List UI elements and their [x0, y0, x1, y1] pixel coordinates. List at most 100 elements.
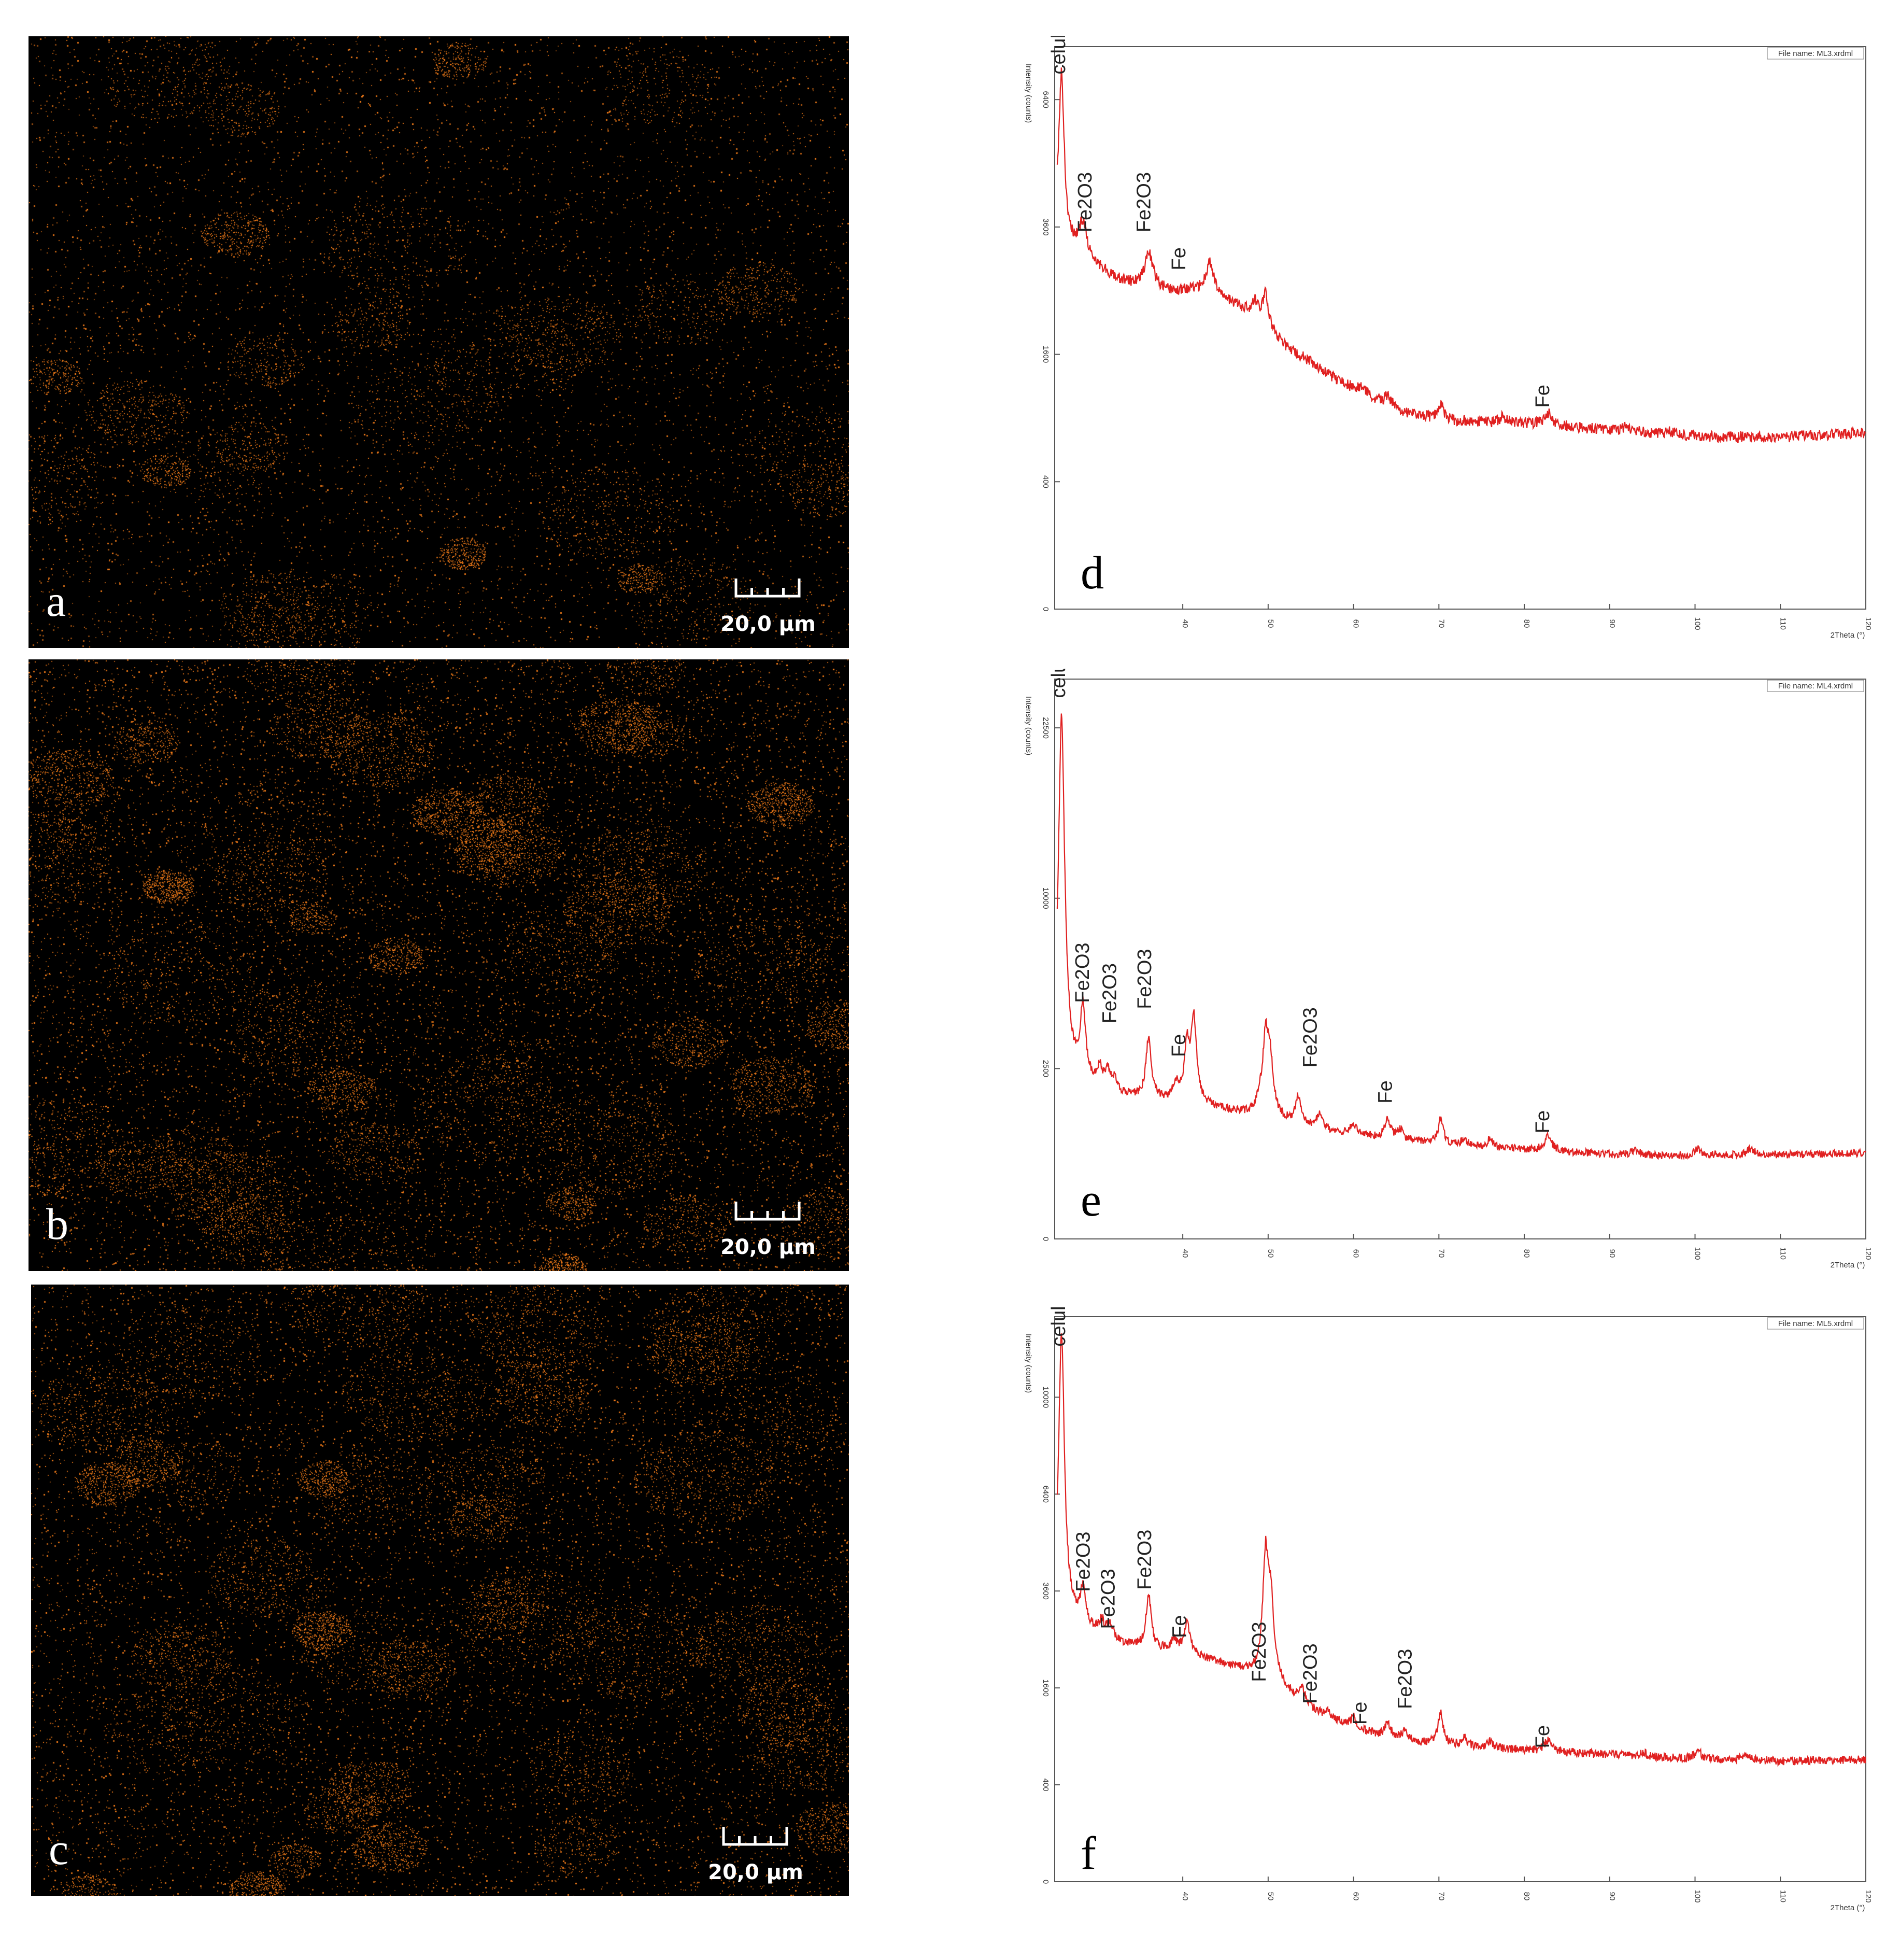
eds-map-b: b 20,0 µm [29, 659, 849, 1271]
peak-label: Fe2O3 [1097, 1569, 1119, 1629]
eds-map-b-canvas [29, 659, 849, 1271]
peak-label: Fe [1532, 385, 1554, 407]
x-tick-label: 90 [1608, 1892, 1617, 1901]
eds-map-a: a 20,0 µm [29, 36, 849, 648]
x-tick-label: 120 [1864, 1247, 1873, 1260]
peak-label: celuloza [1048, 669, 1070, 698]
file-name: File name: ML4.xrdml [1778, 682, 1853, 690]
y-axis-title: Intensity (counts) [1024, 64, 1033, 123]
file-name: File name: ML3.xrdml [1778, 49, 1853, 58]
scale-bar: 20,0 µm [716, 577, 820, 634]
map-letter: a [46, 576, 66, 626]
peak-label: celuloza [1048, 36, 1070, 74]
y-tick-label: 0 [1041, 1880, 1050, 1884]
scale-bar-icon [722, 1827, 788, 1846]
peak-label: Fe [1168, 1034, 1190, 1057]
xrd-chart-e: File name: ML4.xrdml 40 50 60 70 80 90 100 110 12… [985, 669, 1876, 1306]
y-tick-label: 1600 [1041, 1679, 1050, 1696]
x-tick-label: 70 [1437, 1249, 1445, 1258]
x-tick-label: 40 [1181, 619, 1189, 628]
file-name-frame [1767, 47, 1864, 60]
y-axis-title: Intensity (counts) [1024, 1334, 1033, 1393]
y-axis-title: Intensity (counts) [1024, 696, 1033, 755]
peak-label: Fe2O3 [1133, 172, 1155, 232]
x-axis-title: 2Theta (°) [1831, 1903, 1865, 1912]
scale-bar-icon [734, 1202, 801, 1221]
panel-letter: d [1081, 547, 1104, 599]
x-tick-label: 120 [1864, 1890, 1873, 1902]
xrd-chart-d-svg: File name: ML3.xrdml 40 50 60 70 80 90 100 110 12… [1024, 36, 1873, 640]
file-name-box: File name: ML5.xrdml [1767, 1317, 1864, 1330]
scale-label: 20,0 µm [720, 612, 816, 636]
x-axis-title: 2Theta (°) [1831, 631, 1865, 640]
x-tick-label: 110 [1778, 1890, 1787, 1902]
map-letter: b [46, 1199, 68, 1249]
x-tick-label: 70 [1437, 619, 1445, 628]
y-tick-label: 2500 [1041, 1060, 1050, 1077]
peak-label: Fe [1349, 1702, 1371, 1725]
xrd-chart-d: File name: ML3.xrdml 40 50 60 70 80 90 100 110 12… [985, 36, 1876, 674]
x-tick-label: 60 [1352, 1892, 1360, 1901]
peak-label: Fe2O3 [1072, 942, 1094, 1003]
x-tick-label: 50 [1266, 1892, 1275, 1901]
x-tick-label: 120 [1864, 617, 1873, 630]
x-tick-label: 40 [1181, 1892, 1189, 1901]
x-axis-title: 2Theta (°) [1831, 1261, 1865, 1270]
file-name-frame [1767, 680, 1864, 692]
peak-label: Fe2O3 [1249, 1621, 1270, 1682]
scale-bar: 20,0 µm [716, 1201, 820, 1258]
y-tick-label: 10000 [1041, 887, 1050, 909]
peak-label: Fe2O3 [1395, 1649, 1416, 1709]
y-tick-label: 400 [1041, 475, 1050, 488]
eds-map-a-canvas [29, 36, 849, 648]
peak-label: Fe2O3 [1073, 1532, 1095, 1592]
x-tick-label: 80 [1522, 1892, 1531, 1901]
peak-label: Fe2O3 [1074, 172, 1096, 232]
x-tick-label: 50 [1266, 1249, 1275, 1258]
peak-label: Fe [1169, 1615, 1191, 1638]
eds-map-c: c 20,0 µm [31, 1285, 849, 1896]
y-tick-label: 3600 [1041, 218, 1050, 235]
peak-label: Fe [1532, 1110, 1554, 1133]
file-name-box: File name: ML4.xrdml [1767, 680, 1864, 692]
peak-label: Fe [1168, 247, 1190, 270]
peak-label: Fe [1375, 1080, 1397, 1103]
peak-label: Fe2O3 [1099, 963, 1121, 1023]
y-tick-label: 6400 [1041, 1486, 1050, 1503]
xrd-chart-e-svg: File name: ML4.xrdml 40 50 60 70 80 90 100 110 12… [1024, 669, 1873, 1270]
y-tick-label: 22500 [1041, 717, 1050, 739]
x-tick-label: 100 [1693, 1247, 1702, 1260]
y-tick-label: 1600 [1041, 346, 1050, 363]
panel-letter: e [1081, 1175, 1101, 1226]
x-tick-label: 100 [1693, 1890, 1702, 1902]
peak-label: Fe2O3 [1134, 949, 1156, 1009]
file-name-frame [1767, 1317, 1864, 1330]
xrd-chart-f: File name: ML5.xrdml 40 50 60 70 80 90 100 110 12… [985, 1306, 1876, 1949]
panel-letter: f [1081, 1828, 1096, 1879]
scale-label: 20,0 µm [708, 1860, 803, 1884]
x-tick-label: 90 [1608, 1249, 1617, 1258]
peak-label: Fe [1532, 1725, 1554, 1748]
peak-label: Fe2O3 [1134, 1530, 1156, 1590]
y-tick-label: 10000 [1041, 1386, 1050, 1408]
x-tick-label: 110 [1778, 617, 1787, 630]
x-tick-label: 60 [1352, 1249, 1360, 1258]
x-tick-label: 80 [1522, 619, 1531, 628]
peak-label: Fe2O3 [1300, 1007, 1322, 1067]
file-name-box: File name: ML3.xrdml [1767, 47, 1864, 60]
x-tick-label: 100 [1693, 617, 1702, 630]
x-tick-label: 60 [1352, 619, 1360, 628]
map-letter: c [49, 1824, 69, 1874]
x-tick-label: 90 [1608, 619, 1617, 628]
plot-frame [1054, 1316, 1866, 1882]
y-tick-label: 3600 [1041, 1583, 1050, 1600]
x-tick-label: 110 [1778, 1247, 1787, 1260]
plot-frame [1054, 46, 1866, 610]
x-tick-label: 50 [1266, 619, 1275, 628]
xrd-pattern-line [1056, 67, 1866, 444]
y-tick-label: 6400 [1041, 91, 1050, 108]
y-tick-label: 0 [1041, 607, 1050, 611]
x-tick-label: 70 [1437, 1892, 1445, 1901]
plot-frame [1054, 679, 1866, 1239]
y-tick-label: 400 [1041, 1779, 1050, 1792]
